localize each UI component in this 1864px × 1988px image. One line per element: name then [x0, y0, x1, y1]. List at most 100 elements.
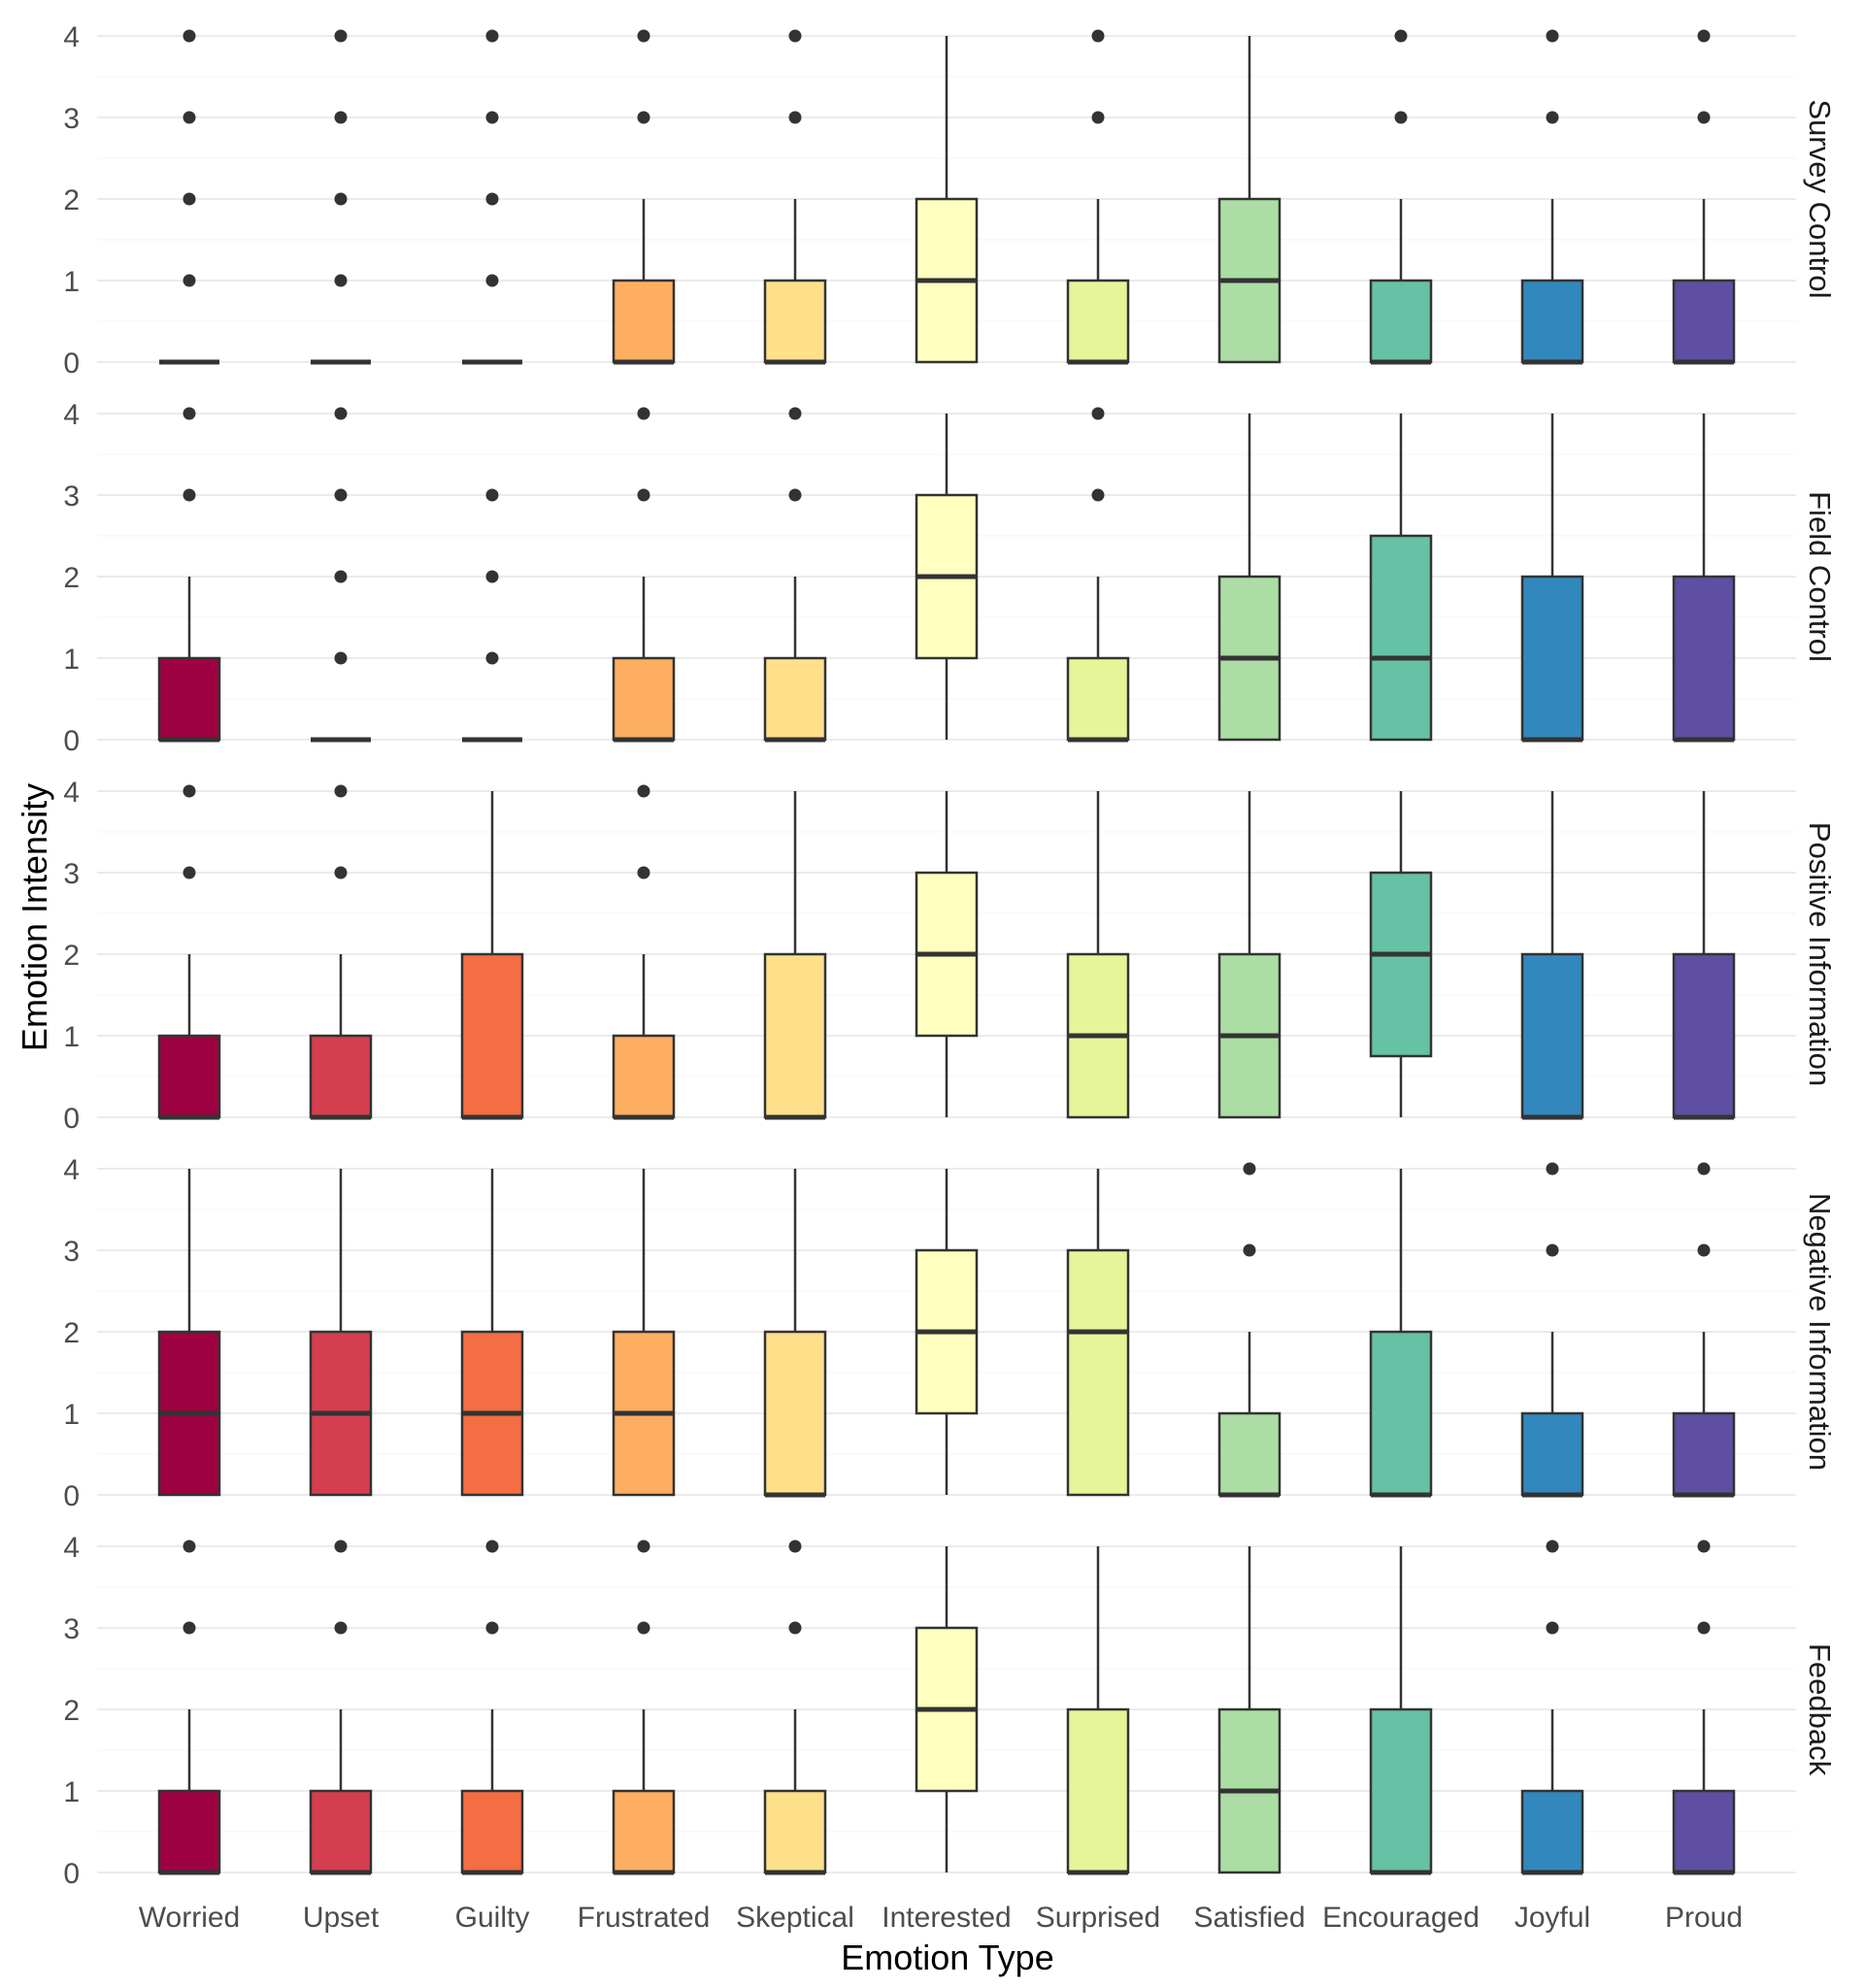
- y-tick-label: 0: [63, 1858, 80, 1890]
- outlier-point: [334, 274, 348, 287]
- outlier-point: [334, 111, 348, 124]
- outlier-point: [1091, 407, 1105, 420]
- box-encouraged: [1369, 791, 1433, 1117]
- box-body: [1066, 1707, 1130, 1874]
- box-body: [309, 1789, 373, 1874]
- y-tick-label: 2: [63, 562, 80, 594]
- box-body: [460, 1789, 524, 1874]
- outlier-point: [485, 111, 499, 124]
- outlier-point: [637, 1621, 650, 1635]
- y-tick-label: 1: [63, 1399, 80, 1431]
- box-body: [1066, 656, 1130, 742]
- x-tick-label: Skeptical: [736, 1902, 854, 1934]
- outlier-point: [1546, 1243, 1559, 1257]
- box-joyful: [1520, 29, 1584, 365]
- outlier-point: [1243, 1162, 1256, 1176]
- outlier-point: [183, 407, 196, 420]
- outlier-point: [1697, 29, 1711, 43]
- outlier-point: [334, 1540, 348, 1553]
- outlier-point: [637, 407, 650, 420]
- box-joyful: [1520, 1540, 1584, 1875]
- box-surprised: [1066, 1169, 1130, 1497]
- box-proud: [1672, 29, 1736, 365]
- box-worried: [157, 784, 221, 1120]
- outlier-point: [334, 407, 348, 420]
- box-guilty: [460, 791, 524, 1120]
- box-body: [1672, 1789, 1736, 1874]
- box-body: [612, 656, 676, 742]
- box-satisfied: [1217, 1546, 1282, 1874]
- box-joyful: [1520, 791, 1584, 1120]
- box-upset: [309, 784, 373, 1120]
- box-body: [1369, 534, 1433, 742]
- box-proud: [1672, 1162, 1736, 1498]
- outlier-point: [334, 784, 348, 798]
- outlier-point: [788, 1621, 802, 1635]
- box-body: [1520, 575, 1584, 742]
- box-guilty: [460, 1169, 524, 1497]
- panel-label: Feedback: [1803, 1643, 1837, 1776]
- box-interested: [915, 36, 979, 364]
- box-skeptical: [763, 407, 827, 743]
- y-tick-label: 0: [63, 725, 80, 757]
- outlier-point: [1091, 111, 1105, 124]
- box-satisfied: [1217, 1162, 1282, 1498]
- y-tick-label: 2: [63, 184, 80, 216]
- box-body: [1369, 279, 1433, 364]
- outlier-point: [183, 111, 196, 124]
- y-tick-label: 0: [63, 1103, 80, 1135]
- outlier-point: [183, 274, 196, 287]
- box-interested: [915, 1169, 979, 1495]
- box-satisfied: [1217, 414, 1282, 742]
- x-tick-label: Encouraged: [1322, 1902, 1480, 1934]
- y-tick-label: 2: [63, 1317, 80, 1349]
- box-guilty: [460, 1540, 524, 1875]
- box-encouraged: [1369, 414, 1433, 742]
- x-tick-label: Guilty: [455, 1902, 530, 1934]
- outlier-point: [334, 488, 348, 502]
- box-body: [1672, 1411, 1736, 1497]
- box-body: [763, 279, 827, 364]
- outlier-point: [1697, 1621, 1711, 1635]
- box-body: [157, 1789, 221, 1874]
- box-body: [1672, 952, 1736, 1119]
- panel-label: Field Control: [1803, 491, 1837, 662]
- box-encouraged: [1369, 1546, 1433, 1875]
- outlier-point: [637, 111, 650, 124]
- box-frustrated: [612, 407, 676, 743]
- y-tick-label: 0: [63, 1480, 80, 1512]
- y-tick-label: 3: [63, 480, 80, 513]
- outlier-point: [334, 570, 348, 583]
- outlier-point: [1394, 29, 1408, 43]
- box-body: [1672, 279, 1736, 364]
- outlier-point: [334, 1621, 348, 1635]
- outlier-point: [334, 866, 348, 879]
- box-proud: [1672, 414, 1736, 743]
- outlier-point: [1697, 111, 1711, 124]
- y-tick-label: 3: [63, 1613, 80, 1645]
- panel-label: Survey Control: [1803, 99, 1837, 298]
- box-joyful: [1520, 1162, 1584, 1498]
- box-surprised: [1066, 407, 1130, 743]
- outlier-point: [485, 274, 499, 287]
- outlier-point: [183, 784, 196, 798]
- box-body: [612, 1034, 676, 1119]
- box-body: [763, 1330, 827, 1497]
- panel: 0 1 2 3 4 Survey Control: [63, 21, 1837, 380]
- box-worried: [157, 1169, 221, 1497]
- box-upset: [311, 29, 371, 365]
- outlier-point: [1697, 1540, 1711, 1553]
- outlier-point: [183, 1540, 196, 1553]
- x-tick-label: Upset: [303, 1902, 380, 1934]
- box-interested: [915, 414, 979, 740]
- box-proud: [1672, 791, 1736, 1120]
- box-worried: [157, 1540, 221, 1875]
- box-worried: [157, 407, 221, 743]
- outlier-point: [637, 866, 650, 879]
- x-tick-label: Proud: [1665, 1902, 1743, 1934]
- box-upset: [309, 1169, 373, 1497]
- box-body: [157, 1034, 221, 1119]
- panel: 0 1 2 3 4 Feedback: [63, 1532, 1837, 1890]
- box-frustrated: [612, 1540, 676, 1875]
